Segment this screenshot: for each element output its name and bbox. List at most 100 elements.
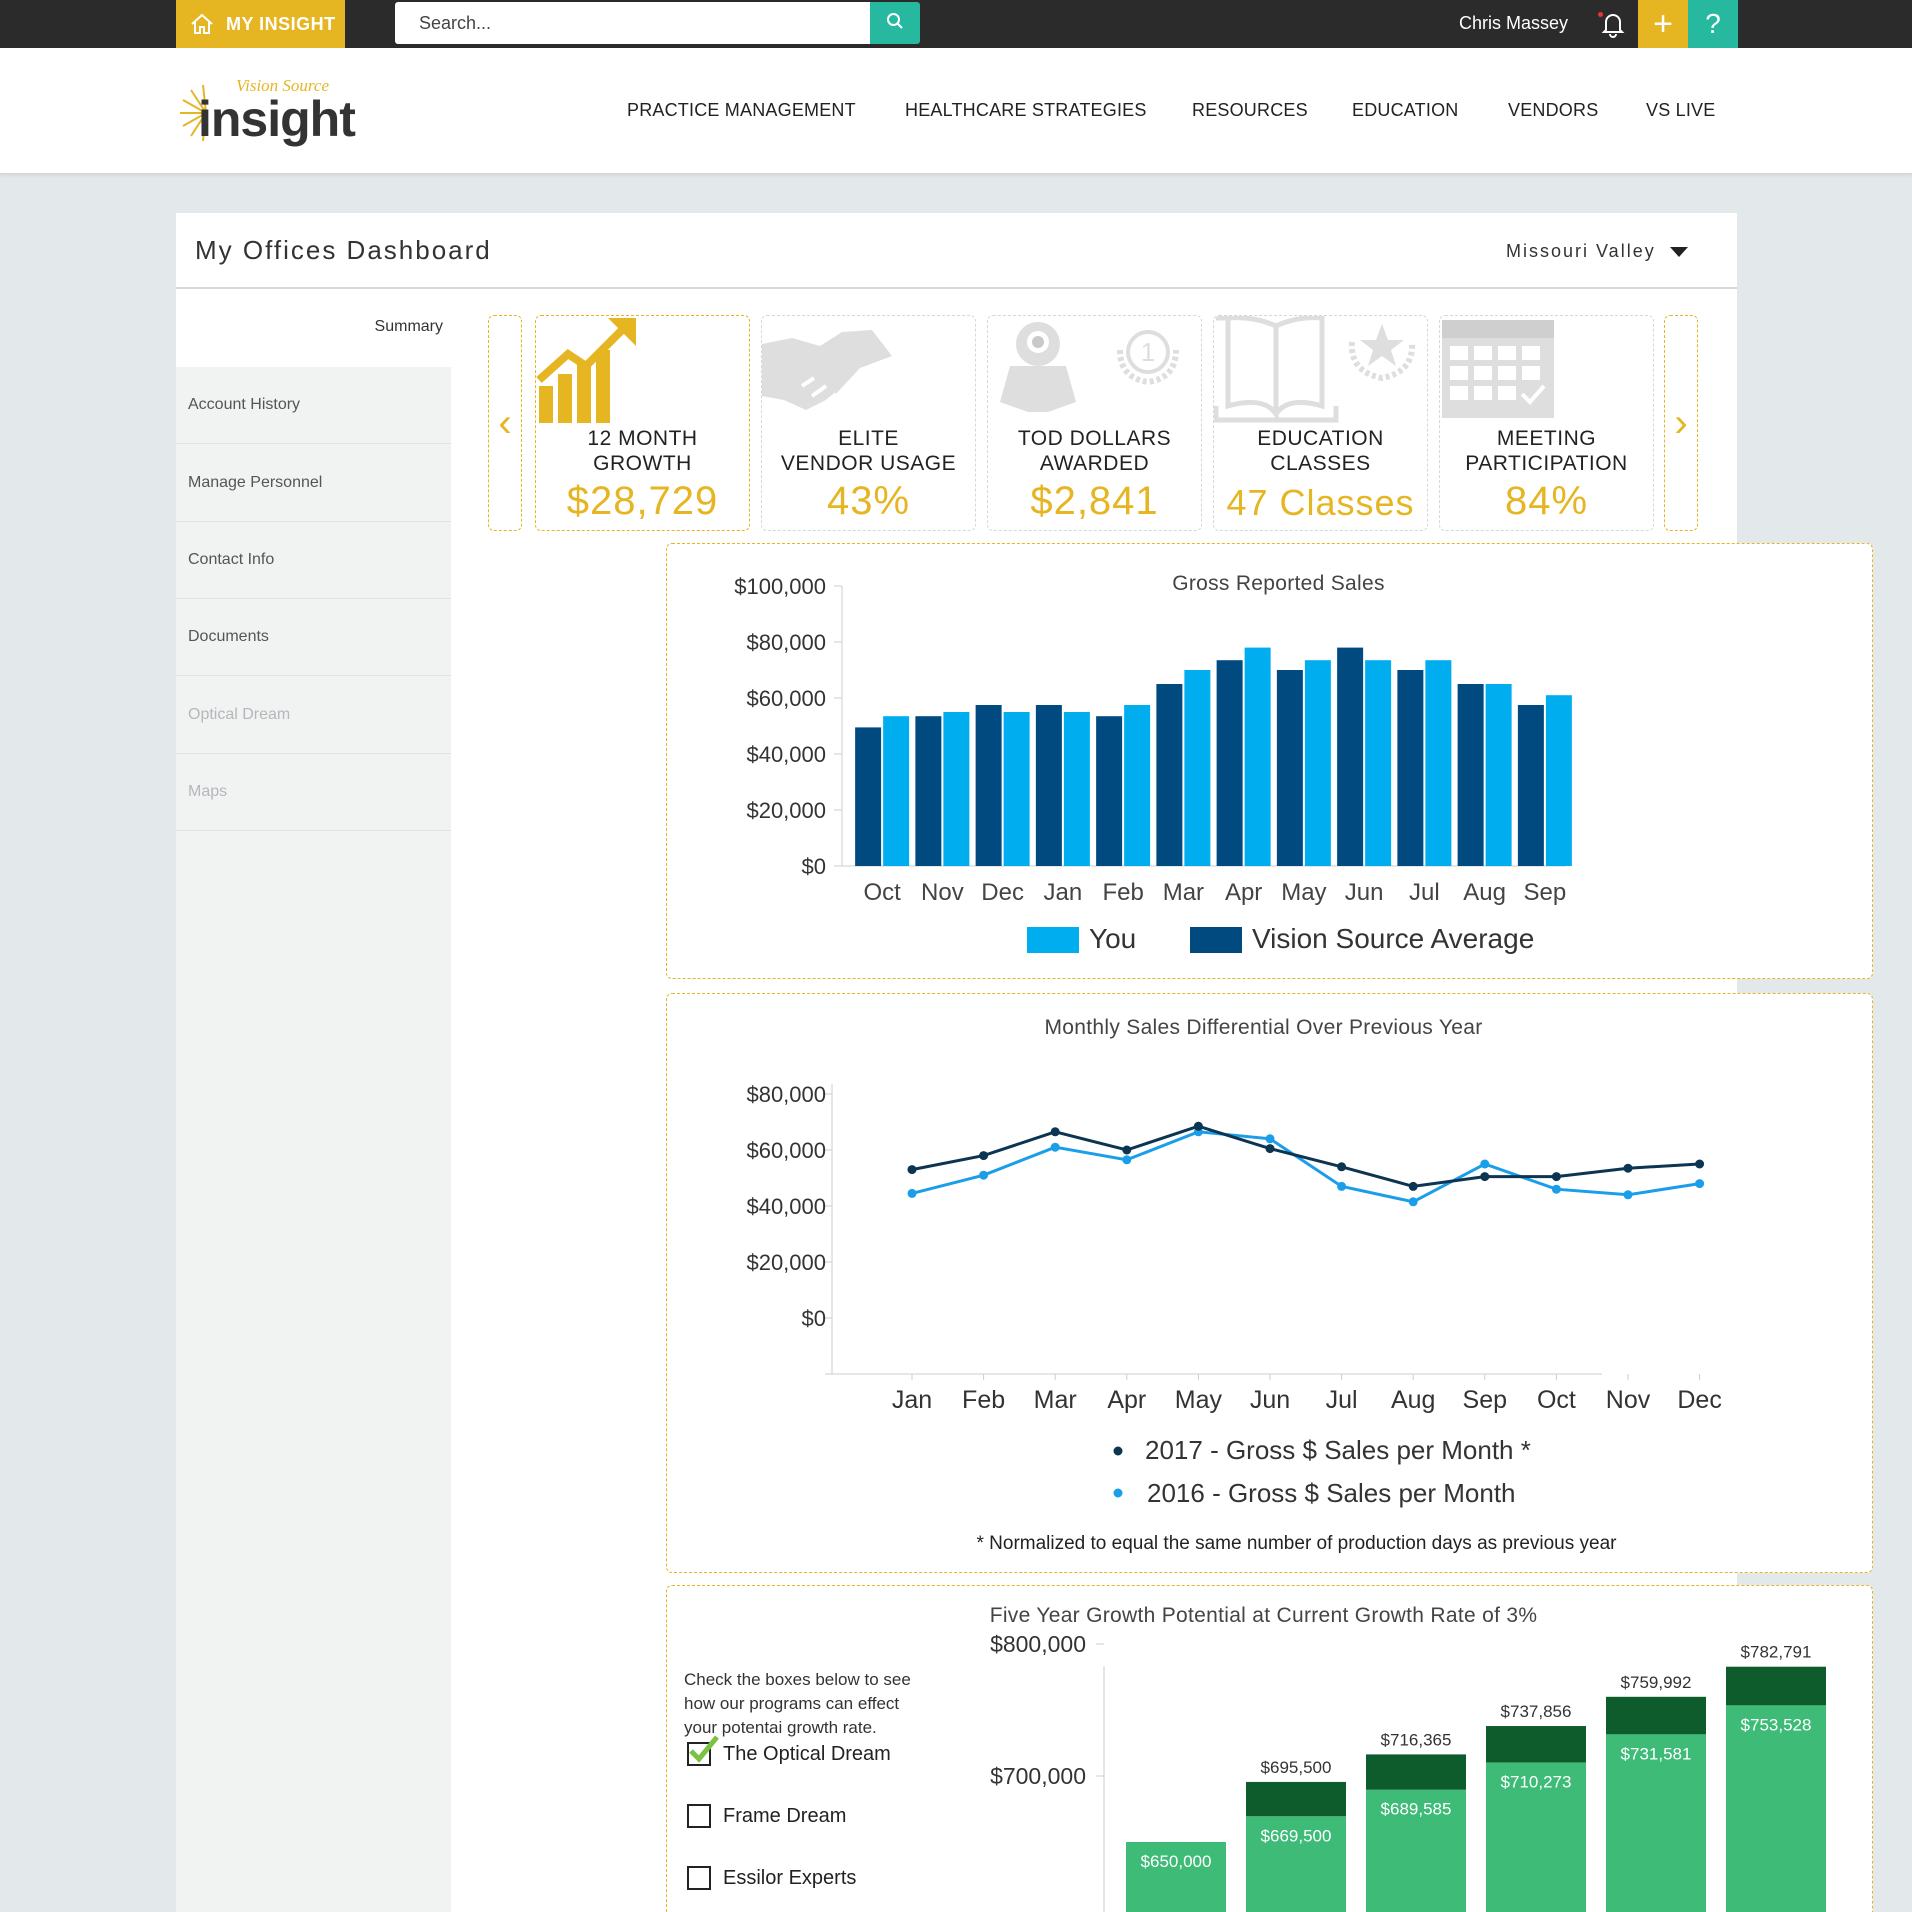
data-point-2016 [1265, 1134, 1275, 1144]
data-point-2017 [1122, 1145, 1132, 1155]
x-tick-label: Jan [892, 1386, 932, 1414]
carousel-prev-button[interactable]: ‹ [488, 315, 522, 531]
carousel-next-button[interactable]: › [1664, 315, 1698, 531]
nav-vendors[interactable]: VENDORS [1508, 100, 1599, 120]
bar-growth [1246, 1781, 1346, 1817]
checkbox[interactable] [687, 1804, 711, 1828]
data-point-2016 [1551, 1184, 1561, 1194]
bar-growth [1486, 1726, 1586, 1763]
option-frame-dream[interactable]: Frame Dream [687, 1804, 846, 1828]
x-tick-label: Sep [1524, 879, 1567, 906]
svg-text:1: 1 [1141, 337, 1155, 367]
kpi-card-vendor-usage[interactable]: ELITE VENDOR USAGE 43% [761, 315, 976, 531]
nav-practice-management[interactable]: PRACTICE MANAGEMENT [627, 100, 856, 120]
dashboard-panel: My Offices Dashboard Missouri Valley Sum… [176, 213, 1873, 1912]
search-field[interactable] [395, 2, 870, 44]
bar-you [1124, 705, 1151, 866]
sidebar-item-documents[interactable]: Documents [176, 599, 451, 676]
bar-total-label: $695,500 [1261, 1758, 1332, 1777]
legend-label: You [1089, 923, 1136, 954]
bar-vs-average [855, 727, 882, 866]
bar-you [1063, 712, 1090, 866]
growth-potential-chart: $700,000 $800,000 $650,000 $669,500 $695,500… [990, 1631, 1826, 1912]
data-point-2017 [1408, 1181, 1418, 1191]
home-icon [190, 13, 214, 35]
data-point-2017 [1623, 1163, 1633, 1173]
brand-name: insight [198, 91, 356, 147]
kpi-card-tod-dollars[interactable]: 1 TOD DOLLARS AWARDED $2,841 [987, 315, 1202, 531]
nav-education[interactable]: EDUCATION [1352, 100, 1459, 120]
nav-healthcare-strategies[interactable]: HEALTHCARE STRATEGIES [905, 100, 1147, 120]
help-button[interactable]: ? [1688, 0, 1738, 48]
series-line-2017 [911, 1124, 1700, 1188]
bar-vs-average [1517, 705, 1544, 866]
bar-value-label: $753,528 [1741, 1715, 1812, 1734]
my-insight-button[interactable]: MY INSIGHT [176, 0, 345, 48]
option-label: The Optical Dream [723, 1742, 891, 1765]
bar-total-label: $716,365 [1381, 1730, 1452, 1749]
search-button[interactable] [870, 2, 920, 44]
sidebar-item-account-history[interactable]: Account History [176, 367, 451, 444]
chart-footnote: * Normalized to equal the same number of… [976, 1533, 1617, 1554]
bar-you [1244, 647, 1271, 866]
kpi-value: 84% [1504, 479, 1589, 523]
bar-value-label: $689,585 [1381, 1800, 1452, 1819]
sidebar-item-summary[interactable]: Summary [176, 291, 451, 367]
data-point-2016 [1480, 1159, 1490, 1169]
page-title: My Offices Dashboard [195, 235, 492, 265]
kpi-value: $2,841 [1030, 479, 1159, 523]
bell-icon[interactable] [1600, 10, 1626, 43]
add-button[interactable]: + [1638, 0, 1688, 48]
data-point-2017 [907, 1165, 917, 1175]
data-point-2017 [979, 1151, 989, 1161]
site-header: Vision Source insight PRACTICE MANAGEMEN… [0, 48, 1912, 174]
book-star-icon [1214, 316, 1416, 423]
data-point-2016 [1050, 1142, 1060, 1152]
bar-value-label: $669,500 [1261, 1826, 1332, 1845]
x-tick-label: May [1281, 879, 1326, 906]
bar-you [1545, 695, 1572, 866]
kpi-label: 12 MONTH GROWTH [587, 427, 698, 475]
bar-growth [1726, 1666, 1826, 1706]
region-value: Missouri Valley [1506, 241, 1656, 261]
search-input[interactable] [419, 12, 870, 34]
sidebar-item-manage-personnel[interactable]: Manage Personnel [176, 445, 451, 522]
bar-base [1726, 1705, 1826, 1912]
kpi-card-meeting[interactable]: MEETING PARTICIPATION 84% [1439, 315, 1654, 531]
option-label: Frame Dream [723, 1804, 847, 1827]
kpi-value: $28,729 [566, 479, 719, 523]
vision-source-insight-logo[interactable]: Vision Source insight [176, 74, 376, 154]
sidebar-item-label: Optical Dream [188, 706, 291, 723]
data-point-2016 [1695, 1179, 1705, 1189]
user-name[interactable]: Chris Massey [1459, 13, 1569, 33]
option-optical-dream[interactable]: The Optical Dream [687, 1735, 891, 1766]
kpi-card-growth[interactable]: 12 MONTH GROWTH $28,729 [535, 315, 750, 531]
sidebar-item-contact-info[interactable]: Contact Info [176, 522, 451, 599]
sidebar-item-label: Maps [188, 783, 228, 800]
checkbox[interactable] [687, 1735, 719, 1766]
y-tick-label: $800,000 [990, 1631, 1086, 1657]
data-point-2016 [1122, 1155, 1132, 1165]
chart-title: Five Year Growth Potential at Current Gr… [989, 1604, 1538, 1627]
y-tick-label: $80,000 [746, 630, 826, 655]
bar-total-label: $737,856 [1501, 1702, 1572, 1721]
data-point-2017 [1695, 1159, 1705, 1169]
nav-resources[interactable]: RESOURCES [1192, 100, 1308, 120]
sidebar-item-optical-dream[interactable]: Optical Dream [176, 677, 451, 754]
bar-growth [1606, 1696, 1706, 1735]
sidebar-item-maps[interactable]: Maps [176, 754, 451, 831]
x-tick-label: Mar [1163, 879, 1204, 906]
bar-value-label: $731,581 [1621, 1744, 1692, 1763]
bar-vs-average [1457, 684, 1484, 866]
bar-base [1246, 1816, 1346, 1912]
bar-growth [1366, 1754, 1466, 1790]
kpi-card-education[interactable]: EDUCATION CLASSES 47 Classes [1213, 315, 1428, 531]
x-tick-label: Jan [1044, 879, 1083, 906]
region-select[interactable]: Missouri Valley [1506, 241, 1688, 262]
sidebar-item-label: Documents [188, 628, 269, 645]
nav-vs-live[interactable]: VS LIVE [1646, 100, 1716, 120]
option-essilor-experts[interactable]: Essilor Experts [687, 1866, 856, 1890]
chevron-right-icon: › [1674, 400, 1688, 445]
x-tick-label: Apr [1225, 879, 1262, 906]
checkbox[interactable] [687, 1866, 711, 1890]
